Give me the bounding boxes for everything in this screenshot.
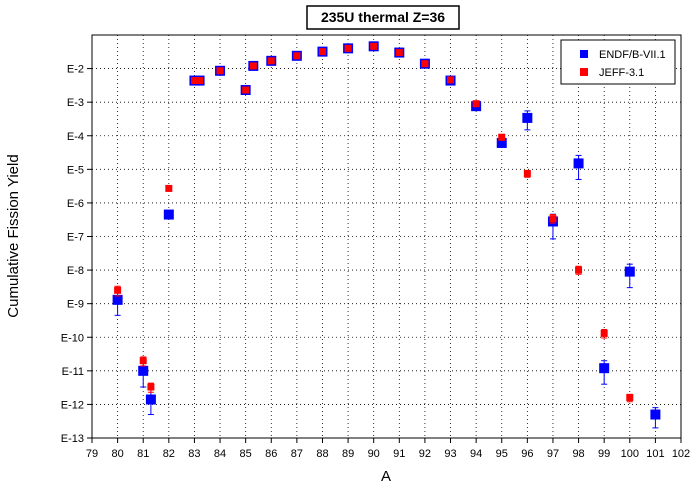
data-point (139, 357, 147, 365)
data-point (344, 44, 352, 52)
data-point (472, 100, 480, 108)
data-point (216, 67, 224, 75)
data-point (138, 365, 149, 376)
data-point (249, 62, 257, 70)
data-point (575, 266, 583, 274)
x-tick-label: 97 (547, 448, 559, 460)
x-tick-label: 94 (470, 448, 482, 460)
data-point (370, 42, 378, 50)
y-tick-label: E-12 (61, 399, 84, 411)
y-axis-title: Cumulative Fission Yield (5, 154, 22, 317)
data-point (523, 170, 531, 178)
legend-box (560, 39, 676, 85)
data-point (496, 137, 507, 148)
y-tick-label: E-9 (67, 299, 84, 311)
data-point (522, 112, 533, 123)
x-tick-label: 81 (137, 448, 149, 460)
data-point (145, 394, 156, 405)
data-point (599, 363, 610, 374)
y-tick-label: E-4 (67, 131, 84, 143)
x-tick-label: 80 (111, 448, 123, 460)
x-tick-label: 85 (240, 448, 252, 460)
x-tick-label: 93 (444, 448, 456, 460)
x-tick-label: 82 (163, 448, 175, 460)
legend: ENDF/B-VII.1 JEFF-3.1 (560, 39, 676, 85)
y-tick-label: E-11 (62, 366, 84, 378)
y-tick-label: E-13 (61, 433, 84, 445)
x-axis-title: A (381, 468, 391, 485)
x-tick-label: 102 (672, 448, 690, 460)
data-point (573, 158, 584, 169)
y-tick-label: E-3 (67, 97, 84, 109)
data-series (112, 41, 661, 429)
data-point (498, 133, 506, 141)
x-tick-label: 87 (291, 448, 303, 460)
x-tick-label: 99 (598, 448, 610, 460)
y-tick-label: E-8 (67, 265, 84, 277)
y-tick-label: E-5 (67, 164, 84, 176)
axis-ticks: 79 80 81 82 83 84 85 86 87 88 89 90 91 92 93 94 95 96 97 98… (61, 64, 690, 460)
data-point (421, 60, 429, 68)
x-tick-label: 83 (188, 448, 200, 460)
data-point (242, 86, 250, 94)
legend-label-endf: ENDF/B-VII.1 (599, 49, 666, 61)
y-tick-label: E-7 (67, 232, 84, 244)
data-point (549, 215, 557, 223)
data-point (114, 286, 122, 294)
data-point (624, 266, 635, 277)
data-point (293, 52, 301, 60)
data-point (447, 76, 455, 84)
data-point (267, 57, 275, 65)
data-point (190, 77, 198, 85)
x-tick-label: 98 (572, 448, 584, 460)
x-tick-label: 92 (419, 448, 431, 460)
x-tick-label: 100 (621, 448, 639, 460)
data-point (626, 394, 634, 402)
legend-marker-endf (580, 50, 588, 58)
x-tick-label: 101 (646, 448, 664, 460)
data-point (163, 209, 174, 220)
data-point (196, 77, 204, 85)
x-tick-label: 88 (316, 448, 328, 460)
data-point (650, 409, 661, 420)
x-tick-label: 96 (521, 448, 533, 460)
legend-label-jeff: JEFF-3.1 (599, 67, 644, 79)
x-tick-label: 79 (86, 448, 98, 460)
data-point (318, 48, 326, 56)
x-tick-label: 86 (265, 448, 277, 460)
y-tick-label: E-6 (67, 198, 84, 210)
legend-marker-jeff (580, 68, 588, 76)
x-tick-label: 84 (214, 448, 226, 460)
x-tick-label: 95 (496, 448, 508, 460)
chart-title: 235U thermal Z=36 (321, 9, 445, 25)
chart-title-box: 235U thermal Z=36 (306, 5, 460, 30)
y-tick-label: E-2 (67, 64, 84, 76)
data-point (165, 184, 173, 192)
y-tick-label: E-10 (61, 332, 84, 344)
data-point (112, 294, 123, 305)
data-point (600, 329, 608, 337)
x-tick-label: 91 (393, 448, 405, 460)
data-point (147, 383, 155, 391)
x-tick-label: 89 (342, 448, 354, 460)
x-tick-label: 90 (368, 448, 380, 460)
series-jeff (114, 42, 634, 403)
plot-area-background (92, 35, 681, 438)
data-point (395, 49, 403, 57)
